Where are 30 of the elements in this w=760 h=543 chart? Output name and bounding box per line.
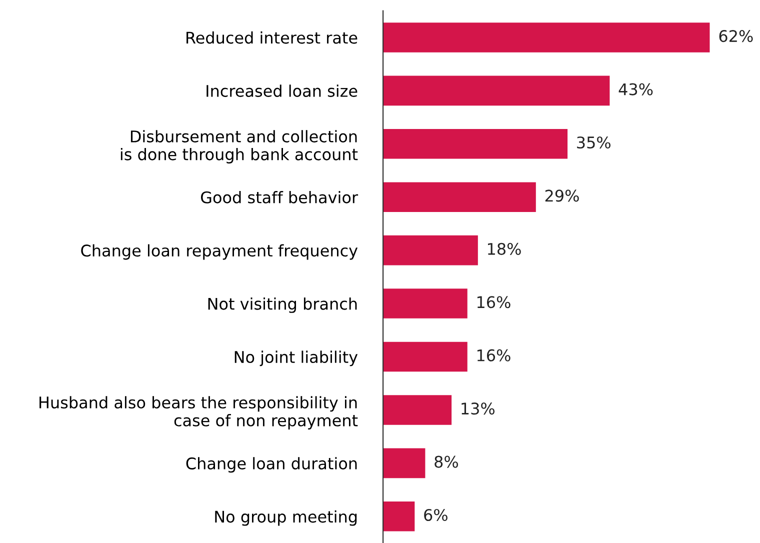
bar — [383, 448, 426, 478]
y-tick-label: Husband also bears the responsibility in case of non repayment — [40, 396, 358, 430]
bar — [383, 235, 478, 266]
data-label: 43% — [618, 83, 653, 96]
y-tick-label: No joint liability — [234, 350, 358, 366]
bar — [383, 128, 568, 159]
bar — [383, 22, 710, 52]
bar — [383, 501, 415, 532]
y-tick-label: Good staff behavior — [201, 191, 358, 204]
bar — [383, 395, 452, 425]
y-tick-label: No group meeting — [215, 510, 357, 526]
data-label: 16% — [477, 296, 510, 308]
y-tick-label: Change loan repayment frequency — [81, 244, 358, 260]
bar — [383, 342, 468, 372]
data-label: 35% — [577, 136, 610, 149]
y-tick-label: Not visiting branch — [208, 297, 357, 313]
y-tick-label: Change loan duration — [186, 457, 357, 473]
y-tick-label: Reduced interest rate — [186, 31, 358, 44]
data-label: 13% — [462, 402, 495, 415]
bar — [383, 182, 536, 212]
y-tick-label: Increased loan size — [206, 84, 358, 97]
data-label: 6% — [424, 508, 448, 522]
bar — [383, 76, 610, 106]
y-tick-label: Disbursement and collection is done through bank account — [120, 130, 358, 164]
data-label: 29% — [545, 190, 579, 202]
data-label: 16% — [477, 349, 510, 362]
data-label: 18% — [488, 242, 521, 255]
data-label: 8% — [434, 456, 458, 468]
data-label: 62% — [719, 30, 753, 42]
bar — [383, 288, 468, 318]
